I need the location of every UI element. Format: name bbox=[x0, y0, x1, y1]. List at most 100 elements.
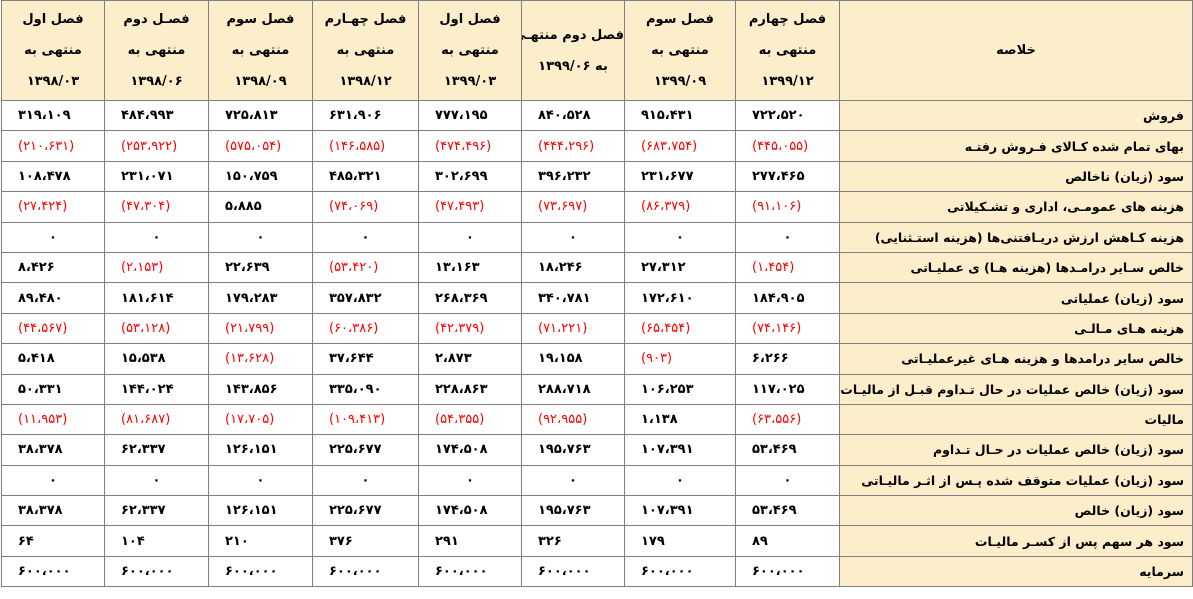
quarter-header-line: فصل اول bbox=[22, 12, 84, 27]
quarter-header-line: فصل سوم bbox=[226, 12, 295, 27]
quarter-header: فصل اول منتهی به ۱۳۹۸/۰۳ bbox=[1, 0, 105, 101]
value-cell: (۱۱،۹۵۳) bbox=[1, 403, 105, 436]
value-cell: ۰ bbox=[418, 464, 522, 497]
quarter-header-line: ۱۳۹۸/۰۹ bbox=[234, 74, 287, 89]
value-cell: ۰ bbox=[735, 464, 840, 497]
value-cell: ۶۰۰،۰۰۰ bbox=[418, 555, 522, 588]
value-cell: ۵۳،۴۶۹ bbox=[735, 495, 840, 527]
table-row: بهای تمام شده کـالای فـروش رفتـه (۴۴۵،۰۵۵… bbox=[1, 130, 1193, 162]
value-cell: ۱۵۰،۷۵۹ bbox=[208, 160, 313, 193]
table-row: سود (زیان) خالص عملیات در حال تـداوم قبـ… bbox=[1, 373, 1193, 405]
row-label: سود (زیان) خالص عملیات در حـال تـداوم bbox=[839, 434, 1193, 466]
value-cell: ۰ bbox=[521, 221, 625, 253]
quarter-header: فصل چهارم منتهی به ۱۳۹۹/۱۲ bbox=[735, 0, 840, 101]
value-cell: (۹۰۳) bbox=[624, 343, 736, 375]
value-cell: ۳۴۰،۷۸۱ bbox=[521, 282, 625, 314]
value-cell: (۴۴۴،۲۹۶) bbox=[521, 130, 625, 162]
row-label: سود (زیان) خالص عملیات در حال تـداوم قبـ… bbox=[839, 373, 1193, 405]
value-cell: ۲۲۵،۶۷۷ bbox=[312, 434, 419, 466]
value-cell: ۰ bbox=[312, 464, 419, 497]
value-cell: ۱۵،۵۳۸ bbox=[104, 343, 209, 375]
value-cell: ۲۳۱،۶۷۷ bbox=[624, 160, 736, 193]
quarter-header-line: ۱۳۹۸/۰۶ bbox=[130, 74, 183, 89]
value-cell: (۴۴،۵۶۷) bbox=[1, 312, 105, 345]
quarter-header-line: منتهی به bbox=[231, 43, 290, 58]
table-header: خلاصه فصل چهارم منتهی به ۱۳۹۹/۱۲ فصل سوم منت… bbox=[1, 0, 1193, 101]
value-cell: ۶۰۰،۰۰۰ bbox=[521, 555, 625, 588]
value-cell: ۱۰۶،۲۵۳ bbox=[624, 373, 736, 405]
value-cell: ۰ bbox=[312, 221, 419, 253]
value-cell: ۳۰۲،۶۹۹ bbox=[418, 160, 522, 193]
value-cell: ۸۹ bbox=[735, 525, 840, 557]
value-cell: ۱۳،۱۶۳ bbox=[418, 251, 522, 284]
value-cell: ۷۷۷،۱۹۵ bbox=[418, 99, 522, 132]
row-label: بهای تمام شده کـالای فـروش رفتـه bbox=[839, 130, 1193, 162]
row-label: سود (زیان) عملیاتی bbox=[839, 282, 1193, 314]
value-cell: ۰ bbox=[104, 464, 209, 497]
value-cell: ۳۹۶،۲۳۲ bbox=[521, 160, 625, 193]
row-label: سرمایه bbox=[839, 555, 1193, 588]
value-cell: ۱۰۷،۳۹۱ bbox=[624, 495, 736, 527]
value-cell: ۱۹،۱۵۸ bbox=[521, 343, 625, 375]
row-label: خالص سـایر درامـدها (هزینه هـا) ی عملیـا… bbox=[839, 251, 1193, 284]
value-cell: ۲۲،۶۳۹ bbox=[208, 251, 313, 284]
value-cell: ۴۸۵،۳۲۱ bbox=[312, 160, 419, 193]
value-cell: ۲۷،۳۱۲ bbox=[624, 251, 736, 284]
value-cell: ۲۸۸،۷۱۸ bbox=[521, 373, 625, 405]
value-cell: ۰ bbox=[735, 221, 840, 253]
value-cell: ۰ bbox=[1, 464, 105, 497]
quarter-header: فصل سوم منتهی به ۱۳۹۸/۰۹ bbox=[208, 0, 313, 101]
value-cell: (۱۷،۷۰۵) bbox=[208, 403, 313, 436]
row-label: هزینه های عمومـی، اداری و تشـکیلاتی bbox=[839, 191, 1193, 223]
quarter-header-line: منتهی به bbox=[441, 43, 499, 58]
value-cell: ۱۰۴ bbox=[104, 525, 209, 557]
value-cell: (۶۸۳،۷۵۴) bbox=[624, 130, 736, 162]
row-label: هزینه هـای مـالـی bbox=[839, 312, 1193, 345]
value-cell: (۶۳،۵۵۶) bbox=[735, 403, 840, 436]
value-cell: ۷۲۵،۸۱۳ bbox=[208, 99, 313, 132]
value-cell: ۶۰۰،۰۰۰ bbox=[624, 555, 736, 588]
value-cell: ۵،۴۱۸ bbox=[1, 343, 105, 375]
value-cell: ۰ bbox=[104, 221, 209, 253]
quarter-header-line: فصل دوم منتهـی bbox=[521, 27, 624, 43]
table-row: خالص سایر درامدها و هزینه هـای غیرعملیـا… bbox=[1, 343, 1193, 375]
value-cell: ۶۰۰،۰۰۰ bbox=[312, 555, 419, 588]
quarter-header-line: فصل چهـارم bbox=[324, 12, 407, 27]
value-cell: (۵۷۵،۰۵۴) bbox=[208, 130, 313, 162]
row-label: سود (زیان) خالص bbox=[839, 495, 1193, 527]
quarter-header: فصل اول منتهی به ۱۳۹۹/۰۳ bbox=[418, 0, 522, 101]
value-cell: ۱۸۱،۶۱۴ bbox=[104, 282, 209, 314]
value-cell: ۲۲۵،۶۷۷ bbox=[312, 495, 419, 527]
value-cell: (۹۱،۱۰۶) bbox=[735, 191, 840, 223]
table-row: فروش ۷۲۲،۵۲۰ ۹۱۵،۴۳۱ ۸۴۰،۵۲۸ ۷۷۷،۱۹۵ ۶۳۱،۹۰۶ ۷… bbox=[1, 99, 1193, 132]
value-cell: (۲،۱۵۳) bbox=[104, 251, 209, 284]
value-cell: (۲۱،۷۹۹) bbox=[208, 312, 313, 345]
value-cell: ۴۸۴،۹۹۳ bbox=[104, 99, 209, 132]
row-label: مالیات bbox=[839, 403, 1193, 436]
value-cell: ۹۱۵،۴۳۱ bbox=[624, 99, 736, 132]
value-cell: ۶۴ bbox=[1, 525, 105, 557]
value-cell: ۱،۱۳۸ bbox=[624, 403, 736, 436]
value-cell: (۹۲،۹۵۵) bbox=[521, 403, 625, 436]
value-cell: ۳۱۹،۱۰۹ bbox=[1, 99, 105, 132]
value-cell: ۱۴۳،۸۵۶ bbox=[208, 373, 313, 405]
table-row: سرمایه ۶۰۰،۰۰۰ ۶۰۰،۰۰۰ ۶۰۰،۰۰۰ ۶۰۰،۰۰۰ ۶۰۰،۰۰… bbox=[1, 555, 1193, 588]
value-cell: ۰ bbox=[208, 464, 313, 497]
value-cell: (۲۷،۴۲۴) bbox=[1, 191, 105, 223]
value-cell: ۲،۸۷۳ bbox=[418, 343, 522, 375]
value-cell: ۵۳،۴۶۹ bbox=[735, 434, 840, 466]
value-cell: ۶،۲۶۶ bbox=[735, 343, 840, 375]
value-cell: ۶۰۰،۰۰۰ bbox=[208, 555, 313, 588]
value-cell: (۵۳،۴۲۰) bbox=[312, 251, 419, 284]
value-cell: (۶۰،۳۸۶) bbox=[312, 312, 419, 345]
value-cell: (۴۷،۳۰۴) bbox=[104, 191, 209, 223]
value-cell: (۴۷،۴۹۳) bbox=[418, 191, 522, 223]
value-cell: ۷۲۲،۵۲۰ bbox=[735, 99, 840, 132]
value-cell: ۱۹۵،۷۶۳ bbox=[521, 495, 625, 527]
value-cell: (۴۷۴،۴۹۶) bbox=[418, 130, 522, 162]
value-cell: ۲۱۰ bbox=[208, 525, 313, 557]
value-cell: ۱۹۵،۷۶۳ bbox=[521, 434, 625, 466]
value-cell: ۱۸۴،۹۰۵ bbox=[735, 282, 840, 314]
value-cell: (۷۱،۲۲۱) bbox=[521, 312, 625, 345]
value-cell: ۵،۸۸۵ bbox=[208, 191, 313, 223]
